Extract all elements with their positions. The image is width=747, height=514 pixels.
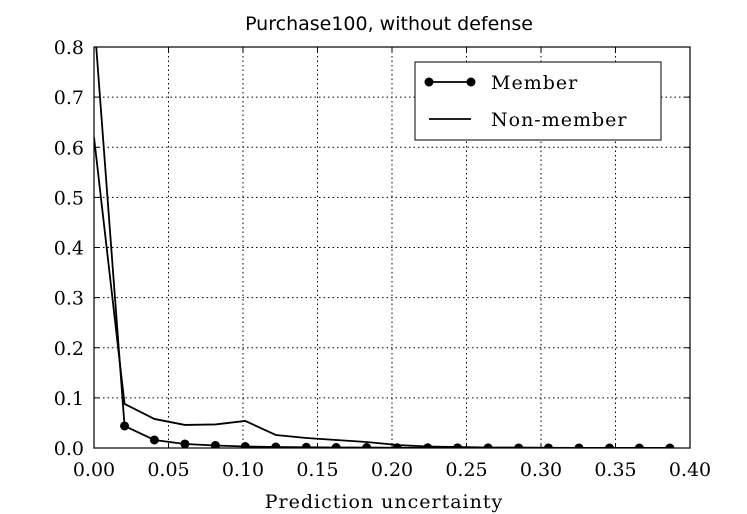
y-tick-label: 0.4 [54, 238, 84, 260]
chart-title: Purchase100, without defense [245, 13, 533, 35]
y-tick-label: 0.2 [54, 338, 84, 360]
y-tick-label: 0.8 [54, 37, 84, 59]
legend-box [414, 61, 662, 141]
legend-marker [466, 77, 476, 87]
data-point [180, 439, 190, 448]
x-tick-label: 0.00 [73, 459, 115, 481]
y-tick-label: 0.6 [54, 137, 84, 159]
legend-label: Member [491, 72, 578, 94]
y-tick-label: 0.0 [54, 438, 84, 460]
legend-item: Non-member [429, 109, 628, 131]
series-non-member [94, 137, 670, 448]
y-tick-label: 0.7 [54, 87, 84, 109]
legend-marker [424, 77, 434, 87]
data-point [210, 440, 220, 448]
x-tick-label: 0.10 [222, 459, 264, 481]
data-point [149, 435, 159, 445]
data-point [301, 442, 311, 448]
legend-label: Non-member [491, 109, 628, 131]
data-point [240, 441, 250, 448]
legend-item: Member [424, 72, 578, 94]
data-point [574, 443, 584, 448]
x-tick-label: 0.30 [520, 459, 562, 481]
axis-ticks: 0.00 0.05 0.10 0.15 0.20 0.25 0.30 0.35 0.40 0.0 0… [54, 37, 711, 481]
data-point [331, 443, 341, 448]
x-tick-label: 0.15 [296, 459, 338, 481]
x-axis-label: Prediction uncertainty [265, 491, 504, 513]
legend: Member Non-member [414, 61, 662, 141]
x-tick-label: 0.40 [669, 459, 711, 481]
x-tick-label: 0.35 [594, 459, 636, 481]
grid-lines [94, 47, 690, 448]
data-point [120, 421, 130, 431]
data-point [634, 443, 644, 448]
y-tick-label: 0.3 [54, 288, 84, 310]
data-point [271, 442, 281, 448]
x-tick-label: 0.20 [371, 459, 413, 481]
x-tick-label: 0.05 [147, 459, 189, 481]
series-line [94, 137, 670, 448]
data-point [665, 443, 675, 448]
data-point [605, 443, 615, 448]
y-tick-label: 0.5 [54, 187, 84, 209]
data-point [362, 443, 372, 448]
x-tick-label: 0.25 [445, 459, 487, 481]
y-tick-label: 0.1 [54, 388, 84, 410]
